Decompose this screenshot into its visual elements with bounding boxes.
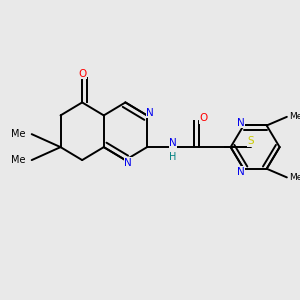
- Text: N: N: [146, 107, 154, 118]
- Text: S: S: [248, 136, 254, 146]
- Text: N: N: [237, 118, 244, 128]
- Text: Me: Me: [11, 129, 26, 139]
- Text: O: O: [199, 113, 207, 123]
- Text: Me: Me: [289, 112, 300, 121]
- Text: H: H: [169, 152, 177, 162]
- Text: N: N: [169, 138, 177, 148]
- Text: O: O: [78, 69, 86, 79]
- Text: Me: Me: [11, 155, 26, 165]
- Text: Me: Me: [289, 173, 300, 182]
- Text: N: N: [237, 167, 244, 177]
- Text: N: N: [124, 158, 132, 168]
